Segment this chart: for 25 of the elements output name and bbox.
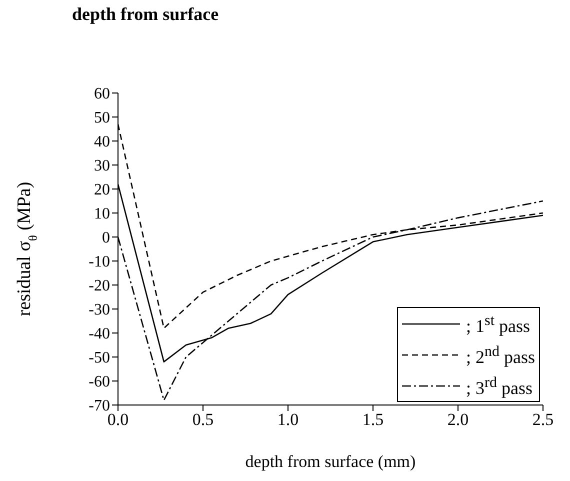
chart-title: depth from surface	[72, 4, 219, 25]
y-tick-label: 60	[94, 86, 110, 103]
y-tick-label: -20	[88, 278, 110, 295]
y-tick-label: 40	[94, 134, 110, 151]
y-tick-label: 0	[102, 230, 110, 247]
x-axis-title: depth from surface (mm)	[245, 452, 416, 471]
y-tick-label: -30	[88, 302, 110, 319]
y-tick-label: 30	[94, 158, 110, 175]
legend-label: ; 3$^{rd}$ pass	[466, 375, 532, 398]
y-tick-label: 50	[94, 110, 110, 127]
x-tick-label: 0.0	[107, 410, 129, 430]
y-tick-label: -70	[88, 398, 110, 415]
legend-label: ; 1$^{st}$ pass	[466, 313, 530, 336]
y-tick-label: -10	[88, 254, 110, 271]
y-tick-label: -40	[88, 326, 110, 343]
y-tick-label: -60	[88, 374, 110, 391]
legend-label: ; 2$^{nd}$ pass	[466, 344, 535, 367]
x-tick-label: 1.5	[362, 410, 384, 430]
x-tick-label: 1.0	[277, 410, 299, 430]
y-tick-label: 20	[94, 182, 110, 199]
x-tick-label: 2.0	[447, 410, 469, 430]
y-tick-label: -50	[88, 350, 110, 367]
x-tick-label: 2.5	[532, 410, 554, 430]
x-tick-label: 0.5	[192, 410, 214, 430]
y-tick-label: 10	[94, 206, 110, 223]
